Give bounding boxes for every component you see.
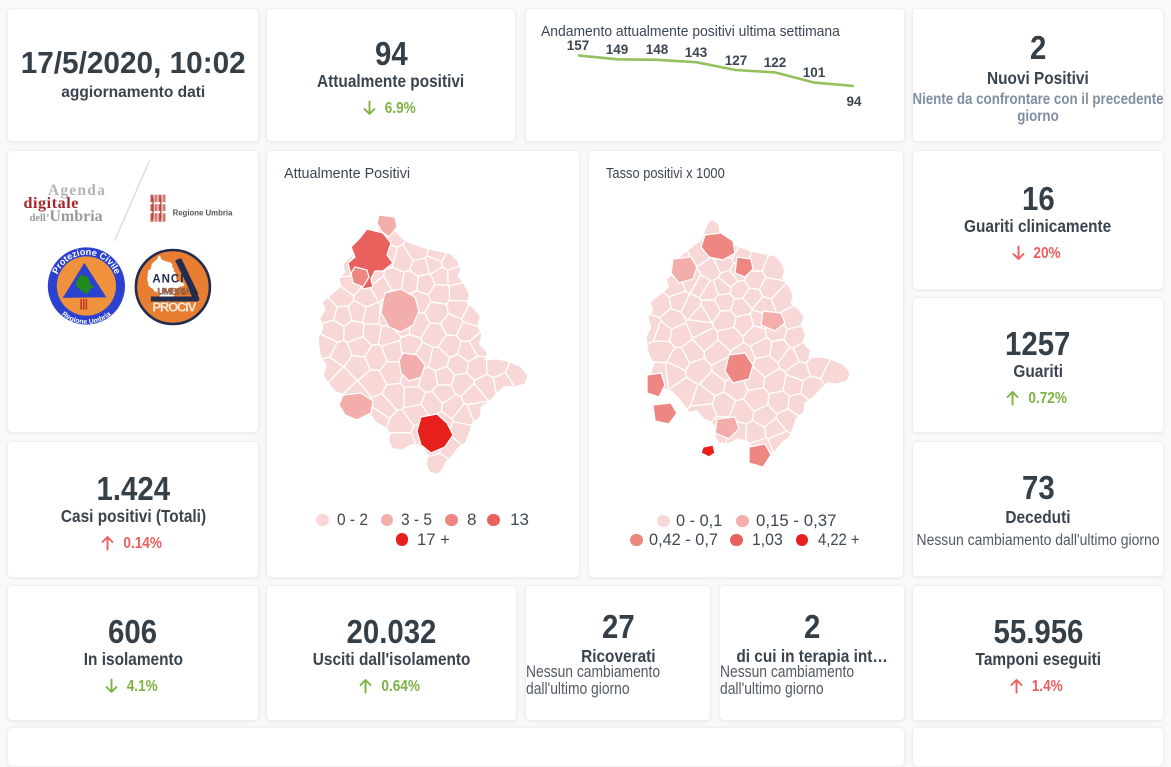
svg-text:ANCI: ANCI (152, 274, 183, 286)
svg-text:PROCIV: PROCIV (152, 300, 196, 315)
svg-text:UMBRIA: UMBRIA (157, 287, 191, 298)
svg-text:Regione Umbria: Regione Umbria (173, 209, 233, 218)
